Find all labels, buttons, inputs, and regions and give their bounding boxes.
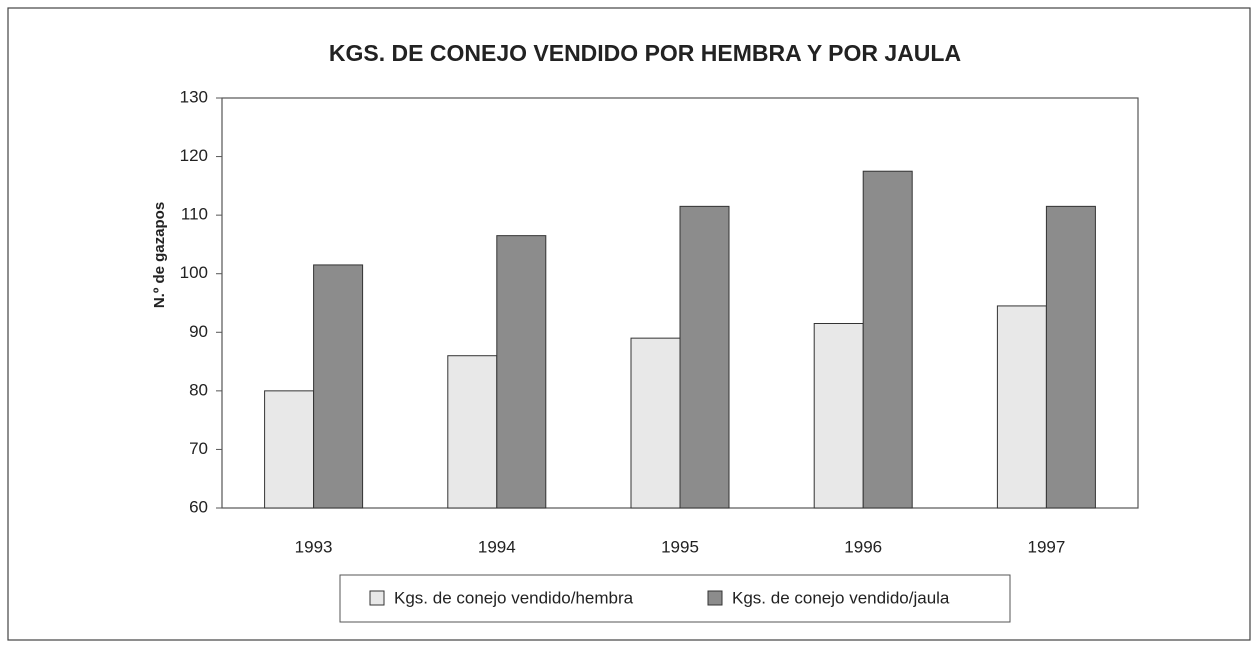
bar (813, 323, 864, 509)
bar (1045, 205, 1096, 509)
legend-box (339, 574, 1011, 623)
x-tick-label: 1996 (844, 537, 882, 556)
y-tick-label: 120 (180, 146, 208, 165)
bar (679, 205, 730, 509)
x-tick-label: 1993 (295, 537, 333, 556)
y-tick-label: 80 (189, 380, 208, 399)
legend-label: Kgs. de conejo vendido/jaula (732, 588, 950, 607)
y-tick-label: 100 (180, 263, 208, 282)
frame (7, 7, 1251, 641)
bar (630, 337, 681, 509)
legend-swatch (707, 590, 723, 606)
y-tick-label: 110 (181, 205, 208, 224)
y-axis-label: N.º de gazapos (151, 202, 168, 308)
bar (996, 305, 1047, 509)
y-tick-label: 60 (189, 497, 208, 516)
legend-label: Kgs. de conejo vendido/hembra (394, 588, 634, 607)
x-tick-label: 1995 (661, 537, 699, 556)
y-tick-label: 90 (189, 322, 208, 341)
x-tick-label: 1997 (1027, 537, 1065, 556)
bar (447, 355, 498, 509)
bar (313, 264, 364, 509)
bar (264, 390, 315, 509)
y-tick-label: 130 (180, 87, 208, 106)
chart-title: KGS. DE CONEJO VENDIDO POR HEMBRA Y POR … (329, 40, 961, 66)
legend-swatch (369, 590, 385, 606)
bar (496, 235, 547, 509)
y-tick-label: 70 (189, 439, 208, 458)
x-tick-label: 1994 (478, 537, 516, 556)
bar (862, 170, 913, 509)
